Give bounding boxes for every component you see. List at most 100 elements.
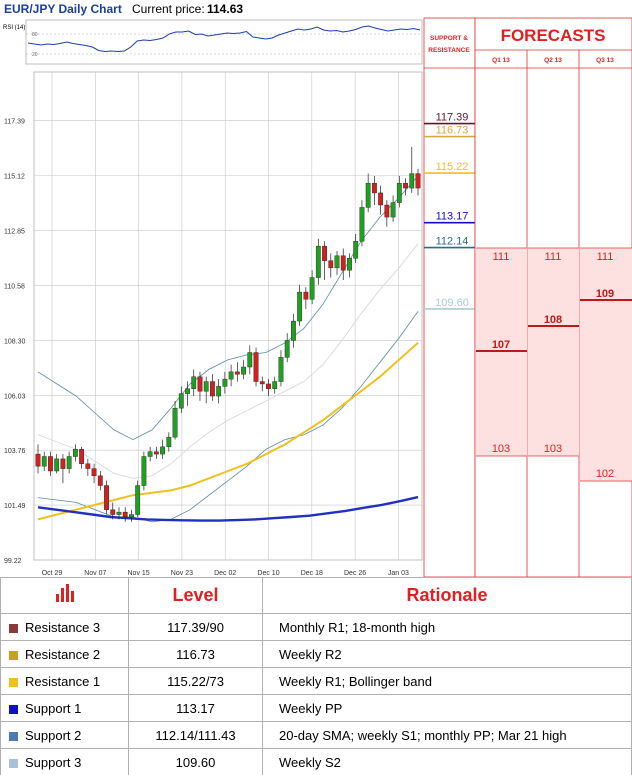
x-tick-label: Dec 02 xyxy=(214,570,236,577)
candle-bullish xyxy=(228,371,234,380)
forecast-q2-low: 103 xyxy=(544,443,562,455)
table-row: Resistance 1 115.22/73 Weekly R1; Bollinge… xyxy=(0,667,632,695)
table-row: Support 2 112.14/111.43 20-day SMA; weekly… xyxy=(0,721,632,749)
level-name-cell: Support 2 xyxy=(0,721,129,749)
chart-header: EUR/JPY Daily Chart Current price: 114.6… xyxy=(0,0,424,18)
candle-bearish xyxy=(97,475,103,486)
candle-bearish xyxy=(110,509,116,515)
table-icon-header xyxy=(0,577,129,614)
level-value: 117.39/90 xyxy=(128,613,263,641)
level-header: Level xyxy=(128,577,263,614)
level-color-swatch xyxy=(9,731,18,741)
level-label: 112.14 xyxy=(436,236,469,248)
candle-bearish xyxy=(415,173,421,189)
candle-bullish xyxy=(359,207,365,242)
candle-bullish xyxy=(353,241,359,259)
candle-bullish xyxy=(241,366,246,375)
level-rationale: Weekly R1; Bollinger band xyxy=(262,667,632,695)
rsi-label: RSI (14) xyxy=(3,25,25,31)
y-tick-label: 112.85 xyxy=(4,228,25,235)
sma200-line xyxy=(37,495,419,522)
level-name: Resistance 2 xyxy=(25,646,101,662)
candle-bearish xyxy=(35,453,41,467)
y-tick-label: 117.39 xyxy=(4,119,25,126)
level-rationale: Monthly R1; 18-month high xyxy=(262,613,632,641)
level-rationale: 20-day SMA; weekly S1; monthly PP; Mar 2… xyxy=(262,721,632,749)
table-header-row: Level Rationale xyxy=(0,577,632,614)
level-color-swatch xyxy=(9,758,18,768)
candle-bullish xyxy=(409,173,415,189)
sma20-line xyxy=(37,243,419,479)
candle-bullish xyxy=(191,376,197,389)
bar-chart-icon xyxy=(55,584,74,602)
candle-bullish xyxy=(272,381,278,389)
candle-bullish xyxy=(291,320,296,341)
level-name: Support 3 xyxy=(25,754,82,770)
candle-bearish xyxy=(79,449,85,464)
level-label: 113.17 xyxy=(436,211,469,223)
y-tick-label: 106.03 xyxy=(4,393,26,400)
level-value: 115.22/73 xyxy=(128,667,263,695)
forecast-q3-target: 109 xyxy=(596,288,614,300)
candle-bearish xyxy=(266,383,271,389)
quarter-label-q2: Q2 13 xyxy=(544,57,562,64)
candle-bullish xyxy=(129,514,134,518)
candle-bullish xyxy=(116,511,122,515)
table-row: Support 1 113.17 Weekly PP xyxy=(0,694,632,722)
candle-bullish xyxy=(297,291,303,322)
sr-header-line1: SUPPORT & xyxy=(430,35,468,42)
chart-title: EUR/JPY Daily Chart xyxy=(4,2,122,16)
levels-table: Level Rationale Resistance 3 117.39/90 Mon… xyxy=(0,577,632,775)
level-name: Resistance 3 xyxy=(25,619,101,635)
candle-bearish xyxy=(259,381,265,385)
quarter-label-q3: Q3 13 xyxy=(596,57,614,64)
rsi-line xyxy=(27,25,421,53)
candle-bullish xyxy=(54,458,60,472)
candle-bearish xyxy=(48,456,53,472)
level-rationale: Weekly R2 xyxy=(262,640,632,668)
candle-bullish xyxy=(334,255,340,269)
price-panel: 117.39 115.12 112.85 110.58 108.30 106.03 103.… xyxy=(4,71,423,577)
rationale-header: Rationale xyxy=(262,577,632,614)
level-name: Resistance 1 xyxy=(25,673,101,689)
x-tick-label: Nov 23 xyxy=(171,570,193,577)
level-name: Support 1 xyxy=(25,700,82,716)
current-price-label: Current price: xyxy=(132,2,205,16)
candle-bearish xyxy=(384,204,390,218)
candle-bullish xyxy=(309,277,315,300)
candle-bearish xyxy=(60,458,66,469)
rsi-tick-80: 80 xyxy=(32,32,38,38)
candle-bearish xyxy=(303,291,309,300)
level-name-cell: Resistance 1 xyxy=(0,667,129,695)
y-tick-label: 110.58 xyxy=(4,283,25,290)
candle-bearish xyxy=(322,245,327,261)
candle-bearish xyxy=(85,463,91,469)
forecast-range-q2 xyxy=(528,248,579,456)
candle-bearish xyxy=(104,485,109,510)
level-rationale: Weekly PP xyxy=(262,694,632,722)
x-tick-label: Dec 26 xyxy=(344,570,366,577)
level-value: 113.17 xyxy=(128,694,263,722)
y-tick-label: 101.49 xyxy=(4,503,26,510)
forecast-q1-target: 107 xyxy=(492,339,510,351)
candle-bullish xyxy=(284,340,290,358)
level-label: 117.39 xyxy=(436,112,469,124)
sr-header-line2: RESISTANCE xyxy=(428,47,470,54)
candle-bullish xyxy=(185,388,190,394)
candle-bullish xyxy=(347,258,352,271)
candle-bullish xyxy=(41,456,47,467)
candle-bullish xyxy=(160,446,165,455)
level-value: 109.60 xyxy=(128,748,263,775)
level-color-swatch xyxy=(9,650,18,660)
table-row: Support 3 109.60 Weekly S2 xyxy=(0,748,632,775)
x-tick-label: Dec 18 xyxy=(301,570,323,577)
level-rationale: Weekly S2 xyxy=(262,748,632,775)
forecasts-panel: FORECASTS Q1 13 Q2 13 Q3 13 111 107 103 … xyxy=(474,17,632,577)
candle-bearish xyxy=(210,381,215,397)
sma50-line xyxy=(37,342,419,521)
candle-bullish xyxy=(166,436,172,448)
level-color-swatch xyxy=(9,704,18,714)
candle-bearish xyxy=(378,192,384,206)
current-price-value: 114.63 xyxy=(207,2,244,16)
